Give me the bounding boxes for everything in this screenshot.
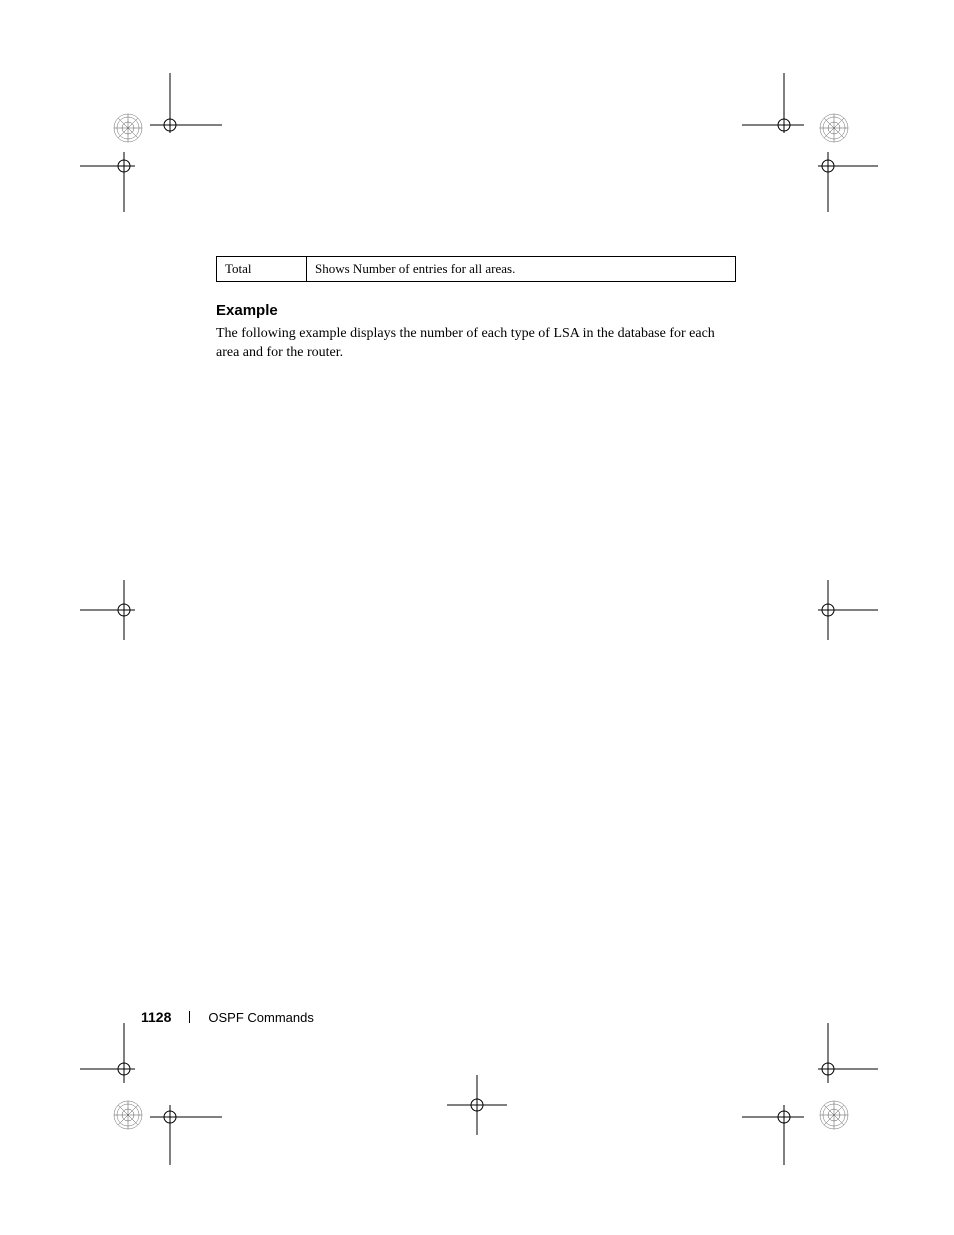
crop-mark-bottom-left-2 <box>80 1023 160 1083</box>
crop-mark-top-right <box>742 73 862 193</box>
footer-divider <box>189 1011 190 1023</box>
table-cell-field: Total <box>217 257 307 282</box>
footer-section: OSPF Commands <box>208 1010 313 1025</box>
crop-mark-top-left <box>102 73 222 193</box>
crop-mark-top-right-2 <box>798 152 878 212</box>
crop-mark-middle-right <box>808 580 878 640</box>
crop-mark-middle-left <box>80 580 150 640</box>
page-number: 1128 <box>141 1009 171 1025</box>
example-heading: Example <box>216 302 736 319</box>
page-content: Total Shows Number of entries for all ar… <box>216 256 736 363</box>
crop-mark-bottom-right <box>742 1085 862 1165</box>
crop-mark-bottom-center <box>447 1075 507 1135</box>
table-row: Total Shows Number of entries for all ar… <box>217 257 736 282</box>
field-description-table: Total Shows Number of entries for all ar… <box>216 256 736 282</box>
table-cell-description: Shows Number of entries for all areas. <box>307 257 736 282</box>
page-footer: 1128 OSPF Commands <box>141 1009 314 1025</box>
example-body-text: The following example displays the numbe… <box>216 325 736 363</box>
crop-mark-top-left-2 <box>80 152 160 212</box>
crop-mark-bottom-left <box>102 1085 222 1165</box>
crop-mark-bottom-right-2 <box>798 1023 878 1083</box>
